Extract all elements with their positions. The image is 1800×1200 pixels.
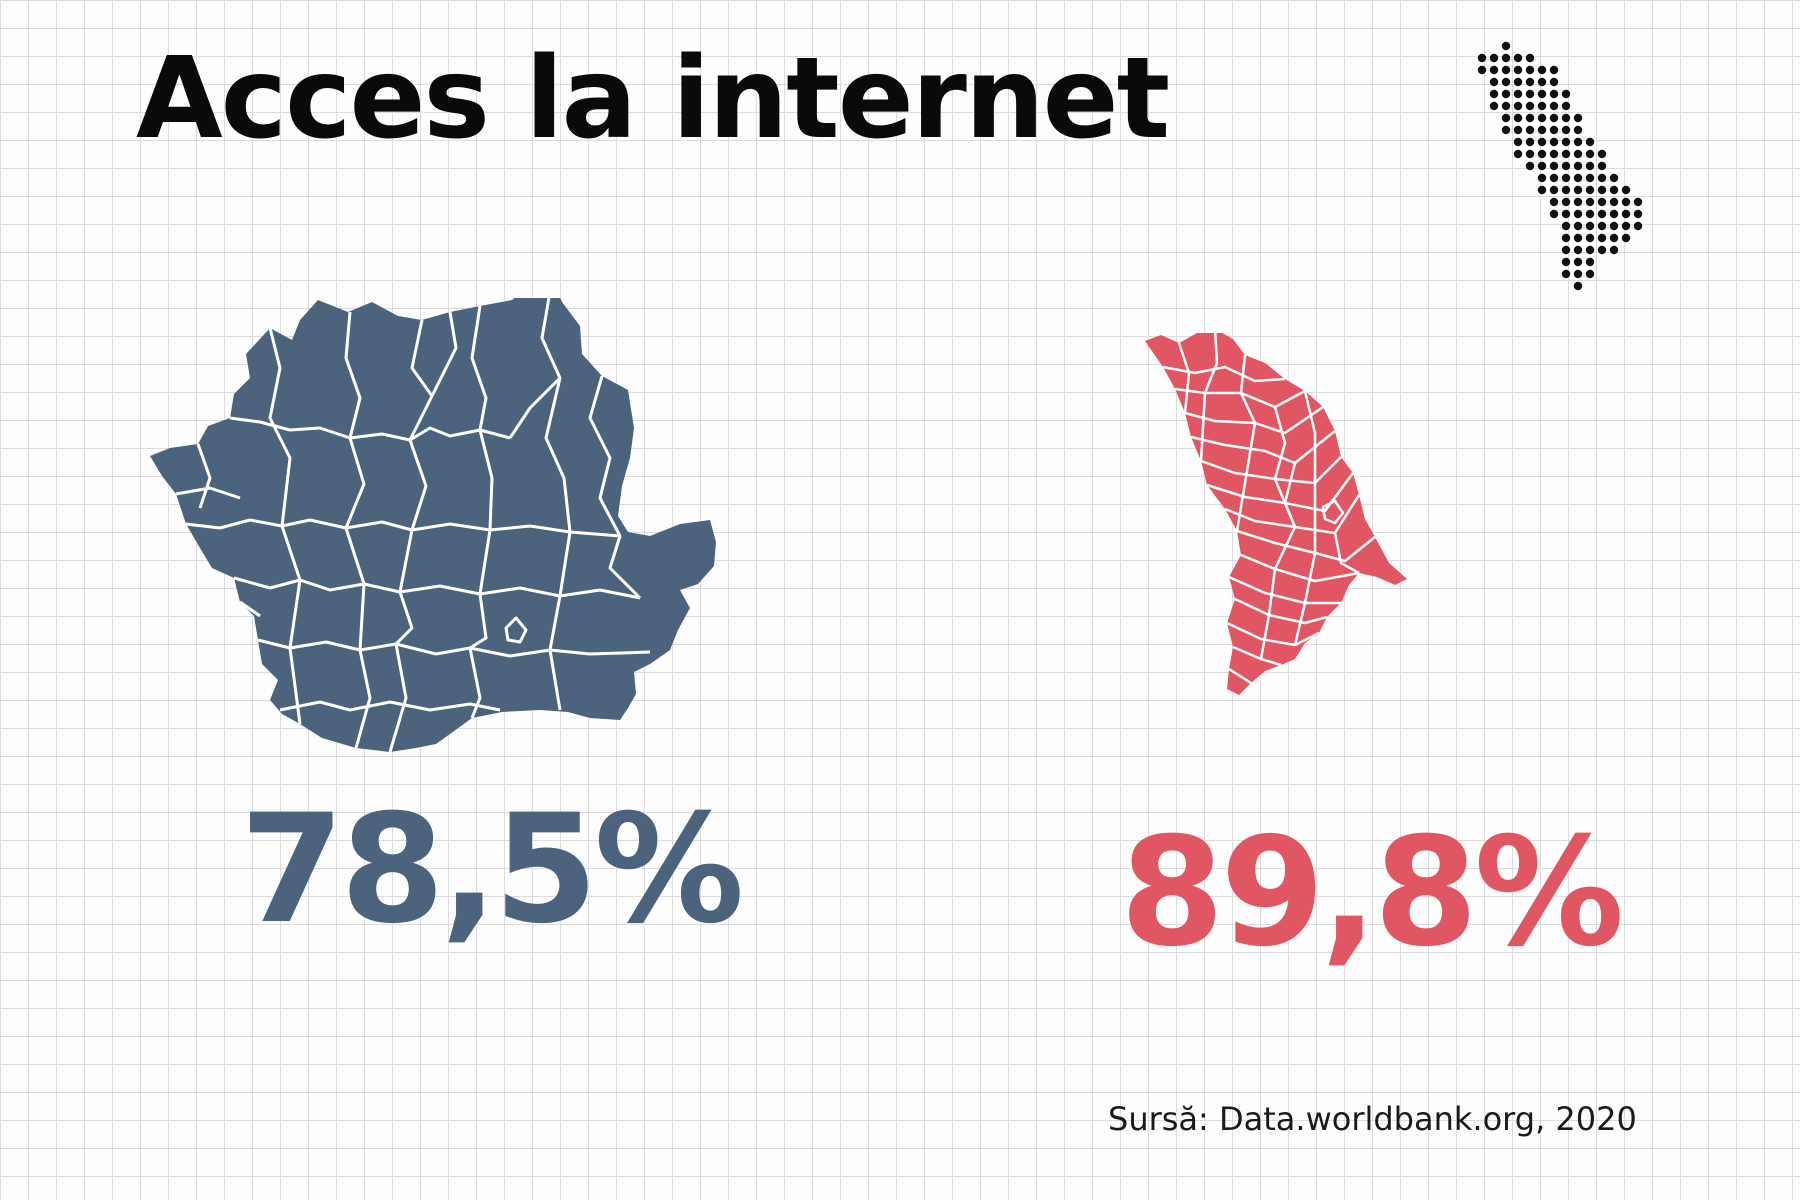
moldova-internet-access-value: 89,8% — [1120, 806, 1624, 980]
moldova-districts-map-icon — [1145, 333, 1407, 695]
romania-counties-map-icon — [150, 298, 716, 753]
page-title: Acces la internet — [136, 34, 1170, 164]
source-note: Sursă: Data.worldbank.org, 2020 — [1108, 1100, 1637, 1138]
romania-internet-access-value: 78,5% — [240, 783, 744, 957]
moldova-dot-map-icon — [1477, 41, 1643, 291]
